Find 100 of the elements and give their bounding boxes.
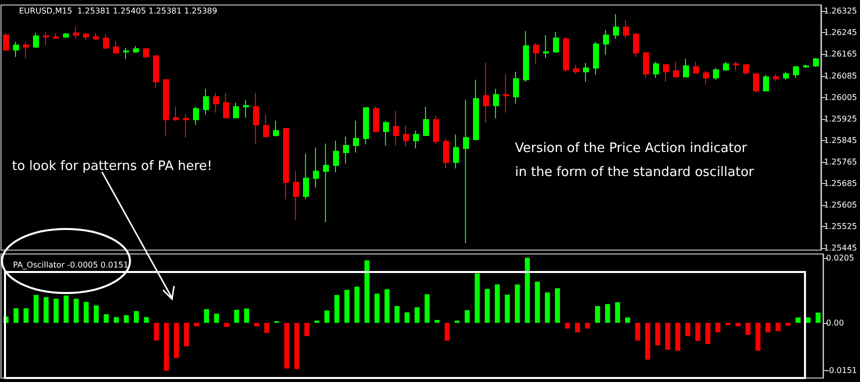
bar — [564, 322, 570, 329]
annotation: in the form of the standard oscillator — [515, 165, 755, 180]
bar — [605, 304, 610, 323]
candlestick — [353, 120, 359, 153]
bar — [44, 297, 49, 323]
bar — [705, 322, 710, 344]
bar — [64, 296, 69, 323]
bar — [735, 322, 740, 326]
bar — [174, 322, 179, 358]
candlestick — [303, 153, 309, 200]
bar — [224, 322, 230, 327]
candlestick — [643, 51, 649, 78]
bar — [304, 322, 310, 336]
candlestick — [553, 31, 559, 54]
candlestick — [703, 70, 709, 86]
bar — [394, 306, 400, 323]
bar — [796, 317, 801, 323]
candlestick — [393, 110, 399, 146]
bar — [94, 305, 99, 323]
candlestick — [423, 106, 429, 136]
bar — [124, 315, 129, 323]
bar — [434, 320, 440, 323]
bar — [204, 309, 210, 323]
candlestick — [153, 55, 159, 88]
bar — [404, 312, 410, 323]
bar — [144, 317, 149, 323]
candlestick — [333, 140, 339, 173]
bar — [464, 310, 470, 323]
bar — [474, 273, 480, 323]
bar — [134, 311, 139, 323]
bar — [104, 314, 109, 323]
candlestick — [83, 32, 89, 40]
bar — [14, 308, 19, 323]
bar — [164, 322, 169, 371]
candlestick — [3, 32, 9, 52]
bar — [695, 322, 700, 341]
bar — [816, 312, 821, 323]
candlestick — [113, 40, 119, 54]
candlestick — [253, 92, 259, 144]
y-tick-label: 0.0205 — [826, 253, 854, 262]
bar — [765, 322, 770, 332]
candlestick — [373, 106, 379, 134]
bar — [715, 322, 720, 332]
candlestick — [283, 128, 289, 200]
bar — [384, 289, 390, 323]
bar — [615, 302, 620, 323]
candlestick — [43, 31, 49, 46]
bar — [484, 288, 490, 323]
candlestick — [413, 130, 419, 149]
bar — [34, 294, 39, 323]
candlestick — [513, 71, 519, 104]
candlestick — [813, 58, 819, 68]
candlestick — [493, 88, 499, 120]
bar — [665, 322, 670, 350]
bar — [184, 322, 189, 346]
candlestick — [723, 61, 729, 72]
bar — [354, 286, 360, 323]
candlestick — [503, 73, 509, 114]
candlestick — [63, 32, 69, 39]
y-tick-label: 1.25445 — [824, 244, 858, 252]
candlestick — [533, 42, 539, 64]
candlestick — [793, 65, 799, 78]
candlestick — [603, 30, 609, 56]
candlestick — [753, 73, 759, 94]
bar — [574, 322, 580, 332]
bar — [54, 298, 59, 323]
candlestick — [143, 48, 149, 59]
bar — [595, 306, 600, 323]
bar — [364, 260, 370, 323]
candlestick — [683, 58, 689, 78]
bar — [745, 322, 750, 335]
candlestick — [183, 114, 189, 138]
bar — [725, 322, 730, 326]
bar — [625, 317, 630, 323]
candlestick — [173, 106, 179, 122]
y-tick-label: 1.26165 — [824, 50, 858, 59]
candlestick — [693, 61, 699, 74]
candlestick — [743, 64, 749, 76]
bar — [344, 290, 350, 323]
bar — [84, 302, 89, 323]
candlestick — [453, 134, 459, 169]
bar — [755, 322, 760, 351]
y-tick-label: 1.25525 — [824, 222, 858, 231]
annotation: to look for patterns of PA here! — [12, 159, 212, 174]
bar — [635, 322, 640, 341]
candlestick — [573, 64, 579, 74]
chart-title: EURUSD,M15 1.25381 1.25405 1.25381 1.25389 — [19, 6, 218, 16]
candlestick — [313, 147, 319, 188]
bar — [214, 314, 220, 323]
bar — [534, 282, 540, 323]
candlestick — [93, 32, 99, 40]
candlestick — [543, 34, 549, 59]
candlestick — [663, 64, 669, 82]
candlestick — [623, 20, 629, 39]
candlestick — [613, 14, 619, 40]
candlestick — [273, 120, 279, 138]
candlestick — [123, 48, 129, 60]
bar — [514, 284, 520, 323]
candlestick — [383, 120, 389, 146]
bar — [244, 308, 250, 323]
